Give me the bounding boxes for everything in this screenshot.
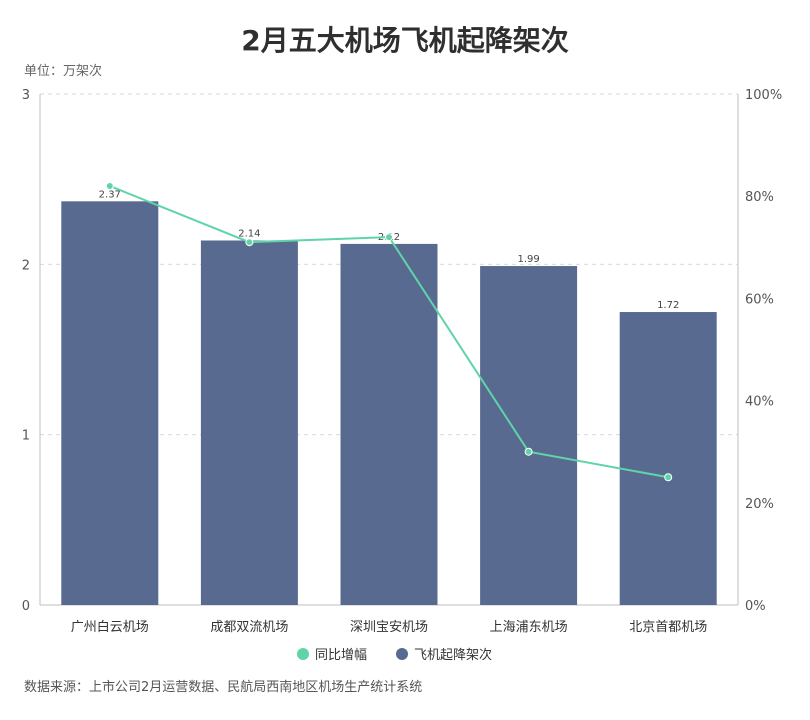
- left-tick-label: 1: [22, 429, 30, 444]
- legend: 同比增幅 飞机起降架次: [297, 647, 492, 663]
- right-axis: 0% 20% 40% 60% 80% 100%: [737, 88, 782, 614]
- bar-value-label: 1.72: [657, 300, 679, 311]
- bar-value-label: 1.99: [517, 254, 539, 265]
- bar-value-label: 2.14: [238, 228, 260, 239]
- category-label: 上海浦东机场: [490, 620, 568, 635]
- bar: [619, 312, 717, 605]
- left-axis: 0 1 2 3: [22, 88, 41, 614]
- bar-series: [61, 201, 717, 606]
- right-tick-label: 20%: [745, 497, 774, 512]
- bar: [340, 243, 438, 606]
- category-label: 北京首都机场: [629, 620, 707, 635]
- growth-point: [524, 447, 533, 456]
- category-label: 成都双流机场: [210, 620, 288, 635]
- right-tick-label: 80%: [745, 190, 774, 205]
- category-label: 深圳宝安机场: [350, 620, 428, 635]
- right-tick-label: 40%: [745, 395, 774, 410]
- legend-swatch-growth: [297, 648, 309, 660]
- category-label: 广州白云机场: [71, 619, 149, 635]
- line-series: [105, 181, 673, 482]
- legend-swatch-flights: [396, 648, 408, 660]
- source-note: 数据来源：上市公司2月运营数据、民航局西南地区机场生产统计系统: [24, 679, 422, 695]
- growth-point: [245, 238, 254, 247]
- bar: [61, 201, 159, 605]
- legend-label-flights: 飞机起降架次: [414, 647, 492, 663]
- growth-point: [664, 473, 673, 482]
- legend-label-growth: 同比增幅: [315, 648, 367, 663]
- right-tick-label: 60%: [745, 292, 774, 307]
- left-tick-label: 0: [22, 599, 30, 614]
- unit-label: 单位：万架次: [24, 63, 102, 79]
- left-tick-label: 2: [22, 258, 30, 273]
- growth-point: [385, 233, 393, 242]
- bar: [200, 240, 298, 605]
- left-tick-label: 3: [22, 88, 30, 103]
- right-tick-label: 0%: [745, 599, 766, 614]
- right-tick-label: 100%: [745, 88, 782, 103]
- category-labels: 广州白云机场 成都双流机场 深圳宝安机场 上海浦东机场 北京首都机场: [71, 619, 707, 635]
- chart-title: 2月五大机场飞机起降架次: [241, 24, 568, 57]
- bar: [480, 266, 578, 605]
- bar-value-label: 2.37: [99, 189, 121, 200]
- growth-point: [105, 181, 114, 190]
